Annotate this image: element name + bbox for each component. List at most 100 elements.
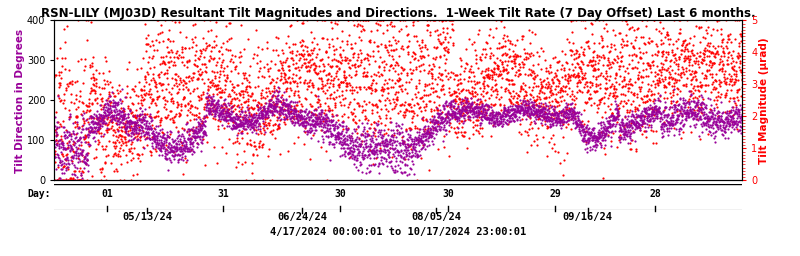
Point — [433, 18, 446, 23]
Point — [458, 113, 471, 117]
Point — [730, 116, 743, 120]
Point — [313, 111, 326, 115]
Point — [441, 120, 454, 124]
Point — [242, 84, 255, 88]
Point — [347, 111, 360, 115]
Point — [437, 107, 450, 111]
Point — [418, 45, 431, 49]
Point — [349, 138, 362, 142]
Point — [468, 105, 481, 109]
Point — [360, 141, 373, 145]
Point — [162, 65, 175, 69]
Point — [318, 122, 330, 126]
Point — [498, 87, 511, 91]
Point — [179, 140, 192, 144]
Point — [483, 105, 496, 109]
Point — [568, 116, 581, 120]
Point — [558, 89, 571, 93]
Point — [418, 143, 430, 147]
Point — [428, 114, 441, 118]
Point — [643, 36, 656, 40]
Point — [52, 163, 65, 167]
Point — [334, 61, 347, 65]
Point — [114, 162, 127, 166]
Point — [476, 101, 489, 105]
Point — [314, 108, 327, 112]
Point — [674, 109, 686, 113]
Point — [84, 66, 97, 70]
Point — [134, 106, 146, 110]
Point — [672, 78, 685, 82]
Point — [217, 109, 230, 113]
Point — [286, 119, 298, 123]
Point — [620, 134, 633, 138]
Point — [382, 141, 395, 145]
Point — [461, 96, 474, 100]
Point — [133, 113, 146, 117]
Point — [734, 54, 746, 58]
Point — [144, 137, 157, 141]
Point — [423, 131, 436, 135]
Point — [84, 114, 97, 118]
Point — [318, 130, 330, 134]
Point — [507, 61, 520, 65]
Point — [138, 132, 150, 136]
Point — [607, 117, 620, 121]
Point — [661, 68, 674, 72]
Point — [362, 53, 374, 57]
Point — [229, 112, 242, 116]
Point — [551, 60, 564, 64]
Point — [650, 111, 662, 115]
Point — [67, 140, 80, 144]
Point — [224, 101, 237, 105]
Point — [293, 113, 306, 117]
Point — [544, 124, 557, 128]
Point — [366, 162, 379, 166]
Point — [448, 97, 461, 101]
Point — [328, 89, 341, 93]
Point — [226, 103, 239, 108]
Point — [360, 116, 373, 120]
Point — [320, 49, 333, 53]
Point — [81, 158, 94, 162]
Point — [269, 102, 282, 106]
Point — [174, 149, 187, 153]
Point — [294, 52, 307, 57]
Point — [90, 125, 102, 129]
Point — [393, 78, 406, 82]
Point — [576, 128, 589, 132]
Point — [618, 77, 630, 81]
Point — [537, 106, 550, 110]
Point — [638, 100, 651, 104]
Point — [503, 54, 516, 58]
Point — [306, 118, 319, 122]
Point — [314, 124, 327, 128]
Point — [326, 123, 339, 127]
Point — [111, 102, 124, 106]
Point — [170, 81, 182, 85]
Point — [466, 108, 478, 112]
Point — [135, 93, 148, 97]
Point — [439, 117, 452, 121]
Point — [611, 94, 624, 98]
Point — [430, 105, 442, 109]
Point — [215, 145, 228, 149]
Point — [226, 105, 238, 109]
Point — [694, 137, 706, 141]
Point — [704, 72, 717, 76]
Point — [614, 137, 626, 141]
Point — [48, 150, 61, 154]
Point — [683, 60, 696, 65]
Point — [102, 82, 114, 86]
Point — [254, 106, 266, 110]
Point — [618, 127, 630, 131]
Point — [603, 115, 616, 119]
Point — [482, 115, 495, 120]
Point — [432, 70, 445, 74]
Point — [58, 147, 71, 151]
Point — [592, 67, 605, 71]
Point — [216, 123, 229, 127]
Point — [657, 62, 670, 66]
Point — [274, 110, 287, 114]
Point — [118, 95, 131, 100]
